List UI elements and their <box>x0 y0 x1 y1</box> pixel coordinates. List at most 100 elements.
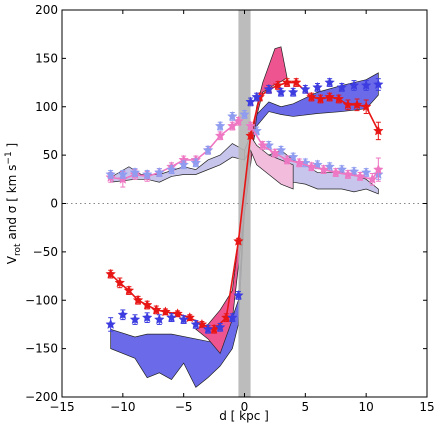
series-3-point <box>141 168 153 179</box>
series-0-point <box>360 101 372 112</box>
series-1-point <box>287 86 299 97</box>
tick-layer: −15 −10 −5 0 5 10 15−200−150−100−5005010015020… <box>25 3 435 414</box>
series-1-point <box>263 83 275 94</box>
series-1-point <box>336 81 348 92</box>
y-axis-title-suffix: ] <box>5 143 19 152</box>
series-1-point <box>275 86 287 97</box>
series-1-point <box>202 323 214 334</box>
center-band <box>238 10 251 397</box>
series-2-point <box>214 130 226 141</box>
series-1-point <box>129 314 141 325</box>
y-tick-label: 100 <box>35 100 58 114</box>
series-1-point <box>251 91 262 102</box>
series-1-point <box>154 314 165 325</box>
series-3-point <box>166 164 177 175</box>
series-4-point <box>306 161 317 172</box>
x-tick-label: −15 <box>49 400 74 414</box>
series-1-point <box>324 77 335 88</box>
x-tick-label: 5 <box>302 400 310 414</box>
series-3-point <box>239 108 250 119</box>
center-band-layer <box>238 10 251 397</box>
series-4-point <box>367 173 378 184</box>
series-0-point <box>105 268 116 279</box>
series-0-point <box>324 91 335 102</box>
x-tick-label: 10 <box>359 400 374 414</box>
series-1-point <box>190 318 202 329</box>
series-1-point <box>105 318 116 329</box>
series-1-point <box>166 312 177 323</box>
series-4-point <box>281 154 293 165</box>
series-layer <box>105 77 384 334</box>
series-4-point <box>373 164 384 175</box>
series-3-point <box>117 168 129 179</box>
series-3-point <box>154 167 165 178</box>
series-4-point <box>245 120 256 131</box>
y-tick-label: 150 <box>35 51 58 65</box>
series-4-point <box>257 139 268 150</box>
series-0-point <box>233 235 244 246</box>
series-0-point <box>315 93 326 104</box>
y-tick-label: −200 <box>25 390 58 404</box>
series-0-point <box>272 79 284 90</box>
series-0-point <box>172 308 183 319</box>
x-tick-label: −5 <box>175 400 193 414</box>
series-4-point <box>330 167 341 177</box>
series-1-point <box>373 78 384 89</box>
series-1-point <box>233 289 244 300</box>
gas_dispersion_band <box>110 134 379 195</box>
series-3-point <box>105 168 116 179</box>
x-tick-label: 0 <box>241 400 249 414</box>
series-4-point <box>342 168 354 179</box>
series-0-point <box>351 99 363 110</box>
series-1-point <box>300 83 311 94</box>
series-0-point <box>141 299 153 310</box>
x-tick-label: 15 <box>419 400 434 414</box>
series-4-point <box>294 157 305 168</box>
series-0-point <box>290 77 302 88</box>
series-1-point <box>141 312 153 323</box>
series-3-point <box>360 167 372 178</box>
y-axis-title-prefix: V <box>5 255 19 264</box>
series-3-point <box>227 110 238 121</box>
series-3-point <box>129 167 141 177</box>
series-0-point <box>114 277 126 288</box>
series-3-point <box>190 157 202 168</box>
series-4-point <box>354 170 366 181</box>
x-axis-title: d [ kpc ] <box>219 409 269 423</box>
y-tick-label: 0 <box>50 197 58 211</box>
series-0-point <box>160 306 171 317</box>
series-4-point <box>269 147 281 158</box>
series-1-point <box>312 81 323 92</box>
series-0-point <box>342 99 354 110</box>
series-3-point <box>202 144 214 155</box>
series-1-point <box>348 79 360 90</box>
series-3-point <box>214 120 226 131</box>
series-1 <box>105 77 384 334</box>
y-tick-label: −50 <box>33 245 58 259</box>
series-1-point <box>214 321 226 332</box>
y-axis-title: Vrot and σ [ km s−1 ] <box>4 143 23 264</box>
y-tick-label: −100 <box>25 293 58 307</box>
series-1-point <box>117 309 129 320</box>
series-4 <box>245 120 384 186</box>
x-tick-label: −10 <box>110 400 135 414</box>
y-tick-label: 50 <box>43 148 58 162</box>
series-0-point <box>151 304 162 315</box>
series-0-point <box>281 77 293 88</box>
series-1-point <box>178 314 189 325</box>
series-3-point <box>178 159 189 170</box>
series-4-point <box>318 164 329 175</box>
y-tick-label: −150 <box>25 342 58 356</box>
series-0-point <box>333 93 345 104</box>
y-axis-title-sup: −1 <box>4 151 14 164</box>
series-0-point <box>306 91 317 102</box>
series-0-point <box>123 285 135 296</box>
y-tick-label: 200 <box>35 3 58 17</box>
series-0-point <box>132 294 144 305</box>
series-1-point <box>227 312 238 323</box>
series-1-point <box>360 79 372 90</box>
y-axis-title-mid: and σ [ km s <box>5 165 19 244</box>
y-axis-title-sub: rot <box>13 243 23 256</box>
series-0-point <box>373 125 384 136</box>
